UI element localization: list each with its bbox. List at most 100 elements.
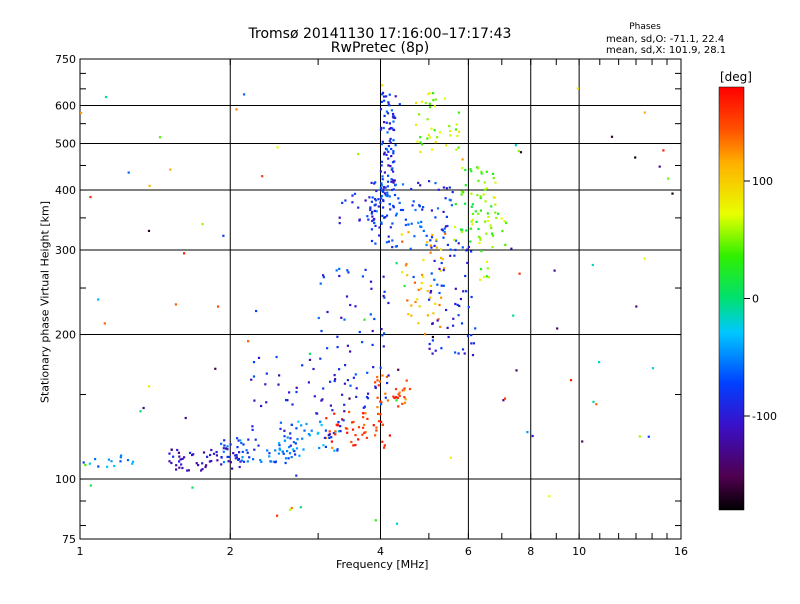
- data-point: [461, 166, 464, 170]
- data-point: [392, 181, 395, 184]
- data-point: [398, 103, 401, 106]
- data-point: [430, 209, 433, 212]
- data-point: [351, 201, 354, 204]
- data-point: [412, 275, 415, 279]
- data-point: [365, 436, 368, 439]
- data-point: [381, 178, 384, 181]
- data-point: [433, 105, 436, 108]
- data-point: [341, 201, 344, 204]
- data-point: [471, 223, 474, 226]
- data-point: [388, 93, 391, 96]
- data-point: [334, 378, 337, 381]
- data-point: [323, 436, 326, 439]
- data-point: [479, 268, 483, 271]
- data-point: [352, 376, 355, 379]
- data-point: [380, 222, 383, 225]
- data-point: [381, 214, 384, 217]
- data-point: [294, 442, 297, 445]
- data-point: [504, 221, 508, 224]
- data-point: [339, 425, 342, 428]
- data-point: [353, 192, 357, 195]
- data-point: [455, 148, 458, 151]
- data-point: [369, 280, 373, 283]
- data-point: [363, 423, 366, 426]
- data-point: [425, 243, 428, 247]
- data-point: [381, 440, 384, 443]
- data-point: [374, 381, 377, 384]
- data-point: [381, 140, 384, 143]
- data-point: [428, 102, 431, 105]
- data-point: [445, 187, 448, 190]
- data-point: [237, 439, 240, 442]
- data-point: [377, 420, 381, 423]
- y-tick-label: 400: [55, 184, 76, 197]
- data-point: [470, 334, 473, 337]
- data-point: [325, 417, 328, 420]
- data-point: [456, 303, 459, 306]
- data-point: [387, 164, 390, 167]
- data-point: [336, 449, 339, 452]
- data-point: [295, 447, 299, 450]
- data-point: [205, 464, 208, 467]
- data-point: [430, 127, 433, 130]
- data-point: [431, 322, 434, 325]
- data-point: [438, 303, 441, 307]
- data-point: [403, 401, 407, 404]
- data-point: [494, 211, 497, 214]
- data-point: [276, 146, 279, 149]
- data-point: [443, 231, 446, 234]
- data-point: [422, 259, 425, 262]
- data-point: [479, 196, 482, 200]
- data-point: [363, 405, 366, 408]
- data-point: [485, 170, 488, 173]
- data-point: [305, 422, 308, 426]
- data-point: [251, 425, 254, 428]
- data-point: [229, 461, 232, 464]
- data-point: [172, 455, 175, 458]
- data-point: [479, 238, 482, 241]
- data-point: [322, 387, 325, 390]
- data-point: [484, 220, 487, 223]
- data-point: [386, 185, 389, 188]
- data-point: [374, 434, 377, 437]
- data-point: [444, 197, 447, 200]
- data-point: [322, 276, 325, 279]
- data-point: [442, 236, 445, 239]
- data-point: [435, 238, 438, 241]
- data-point: [226, 448, 229, 451]
- data-point: [471, 203, 474, 206]
- data-point: [274, 461, 277, 464]
- data-point: [471, 354, 475, 357]
- data-point: [371, 215, 374, 218]
- data-point: [350, 440, 353, 444]
- data-point: [328, 430, 331, 433]
- data-point: [312, 367, 315, 371]
- x-tick-label: 2: [227, 545, 234, 558]
- data-point: [441, 258, 444, 261]
- data-point: [397, 393, 400, 396]
- data-point: [278, 447, 281, 450]
- data-point: [422, 275, 425, 278]
- data-point: [647, 435, 650, 438]
- data-point: [361, 433, 364, 436]
- data-point: [390, 155, 393, 158]
- data-point: [222, 450, 225, 453]
- phase-stats-o: mean, sd,O: -71.1, 22.4: [606, 34, 725, 45]
- data-point: [367, 218, 370, 221]
- data-point: [485, 187, 488, 190]
- data-point: [405, 262, 408, 266]
- data-point: [391, 161, 395, 164]
- data-point: [382, 95, 386, 98]
- data-point: [390, 178, 393, 181]
- y-tick-label: 100: [55, 473, 76, 486]
- data-point: [417, 181, 420, 184]
- data-point: [469, 168, 472, 171]
- data-point: [241, 450, 244, 453]
- data-point: [427, 133, 430, 136]
- data-point: [277, 383, 280, 386]
- data-point: [434, 216, 437, 219]
- data-point: [409, 247, 412, 250]
- data-point: [369, 208, 372, 212]
- data-point: [349, 350, 352, 353]
- data-point: [461, 348, 465, 351]
